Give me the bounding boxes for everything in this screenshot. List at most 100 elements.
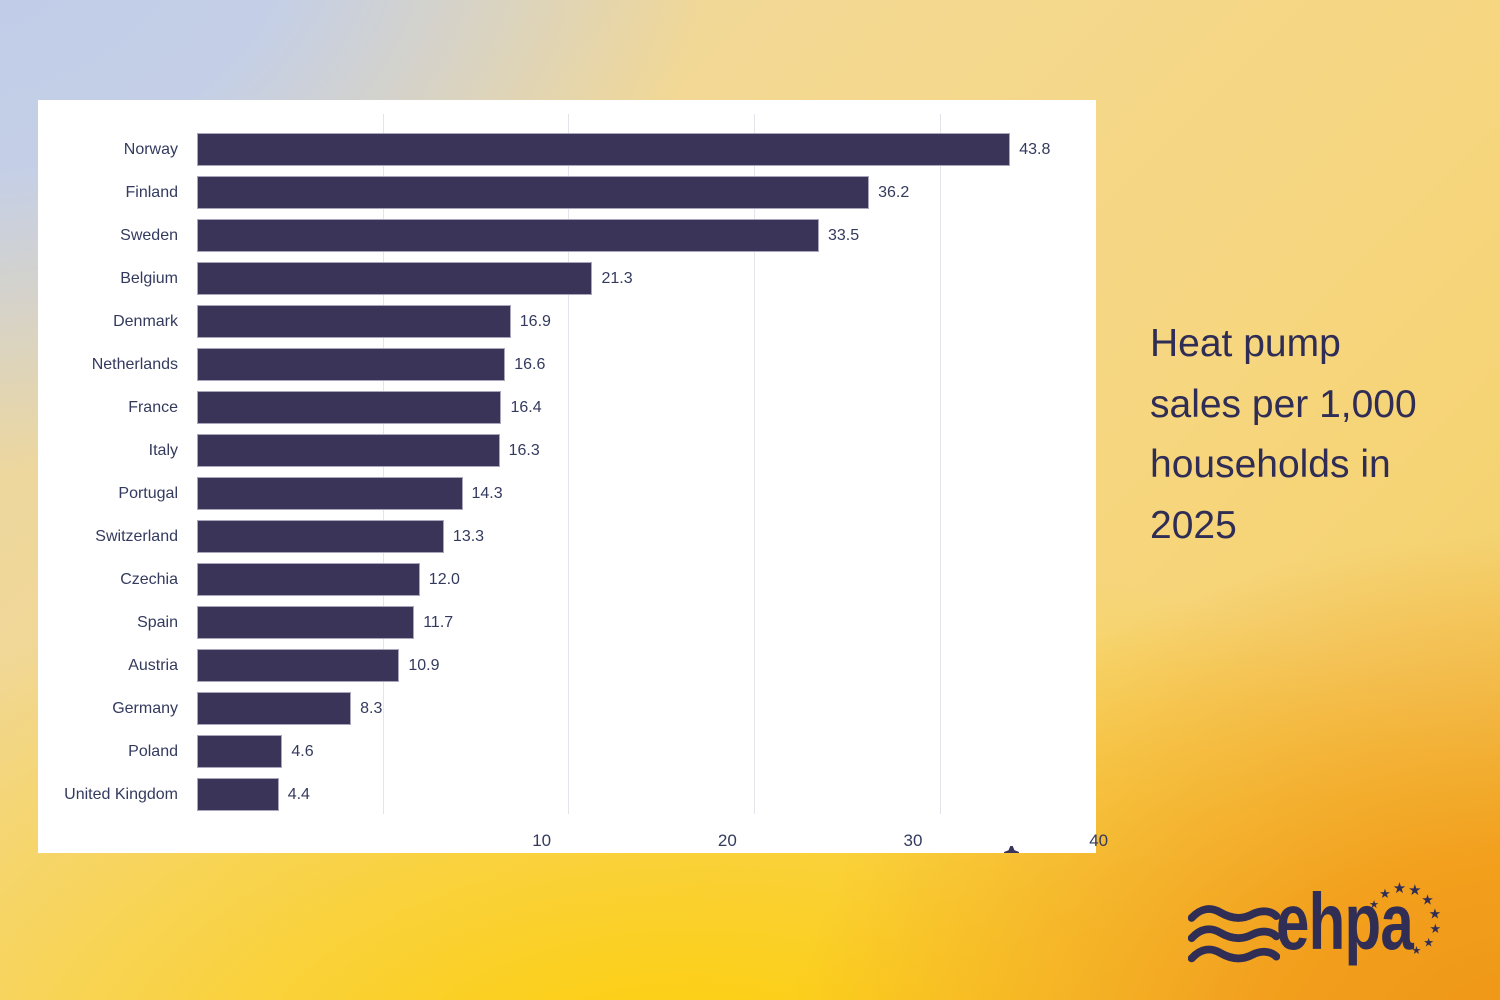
- chart-title-line: 2025: [1150, 503, 1237, 547]
- x-tick-label: 30: [903, 831, 923, 850]
- bar-row: Germany 8.3: [38, 687, 1096, 730]
- chart-panel: 10 20 30 40 Norway 43.8 Finland 36.2 Sweden 33.5…: [38, 100, 1108, 853]
- x-tick-label: 10: [532, 831, 552, 850]
- value-label: 16.3: [508, 441, 540, 459]
- bar-track: 36.2: [197, 171, 1096, 214]
- bar-track: 16.3: [197, 429, 1096, 472]
- bar-track: 4.6: [197, 730, 1096, 773]
- value-label: 14.3: [471, 484, 503, 502]
- country-label: Belgium: [120, 269, 178, 287]
- country-label: United Kingdom: [64, 785, 178, 803]
- x-tick-label: 40: [1089, 831, 1109, 850]
- bar-row: Belgium 21.3: [38, 257, 1096, 300]
- gridline: [939, 114, 941, 814]
- bar[interactable]: [197, 348, 506, 381]
- ehpa-waves-icon: [1188, 905, 1280, 963]
- ehpa-wordmark: ehpa: [1276, 877, 1414, 966]
- gridline: [754, 114, 755, 814]
- country-label: Denmark: [113, 312, 178, 330]
- value-label: 13.3: [452, 527, 485, 545]
- value-label: 4.6: [291, 742, 314, 760]
- eu-star-icon: ★: [1392, 879, 1407, 897]
- bar-track: 11.7: [197, 601, 1096, 644]
- eu-star-icon: ★: [1411, 945, 1422, 958]
- bar[interactable]: [197, 262, 593, 295]
- bar-track: 10.9: [197, 644, 1096, 687]
- bar[interactable]: [197, 305, 511, 338]
- country-label: Netherlands: [91, 355, 178, 373]
- bar[interactable]: [197, 176, 870, 209]
- bar[interactable]: [197, 391, 502, 424]
- country-label: Portugal: [118, 484, 178, 502]
- ehpa-logo: ehpa ★ ★ ★ ★ ★ ★ ★ ★ ★: [1188, 868, 1468, 998]
- bar-track: 14.3: [197, 472, 1096, 515]
- bar[interactable]: [197, 778, 279, 811]
- value-label: 12.0: [428, 570, 460, 588]
- bar-row: United Kingdom 4.4: [38, 773, 1096, 816]
- country-label: Spain: [137, 613, 178, 631]
- value-label: 4.4: [287, 785, 310, 803]
- bar[interactable]: [197, 477, 463, 510]
- bar-track: 43.8: [197, 128, 1096, 171]
- bar-row: Italy 16.3: [38, 429, 1096, 472]
- value-label: 43.8: [1019, 140, 1051, 158]
- bar-track: 12.0: [197, 558, 1096, 601]
- value-label: 16.6: [514, 355, 546, 373]
- bar[interactable]: [197, 606, 415, 639]
- bar-row: Sweden 33.5: [38, 214, 1096, 257]
- country-label: Czechia: [120, 570, 178, 588]
- bar[interactable]: [197, 434, 500, 467]
- bar[interactable]: [197, 649, 400, 682]
- bar-track: 21.3: [197, 257, 1096, 300]
- country-label: Norway: [123, 140, 178, 158]
- eu-star-icon: ★: [1423, 935, 1434, 950]
- chart-title: Heat pump sales per 1,000 households in …: [1150, 314, 1480, 556]
- bar[interactable]: [197, 133, 1011, 166]
- bar-track: 13.3: [197, 515, 1096, 558]
- bar-row: Norway 43.8: [38, 128, 1096, 171]
- eu-star-icon: ★: [1429, 920, 1442, 936]
- bar-row: Poland 4.6: [38, 730, 1096, 773]
- country-label: Finland: [125, 183, 178, 201]
- bar-row: Switzerland 13.3: [38, 515, 1096, 558]
- x-axis: 10 20 30 40: [356, 831, 1255, 857]
- value-label: 11.7: [423, 613, 454, 631]
- bar-track: 16.6: [197, 343, 1096, 386]
- bar[interactable]: [197, 692, 352, 725]
- bar[interactable]: [197, 735, 283, 768]
- eu-star-icon: ★: [1428, 904, 1442, 921]
- country-label: Poland: [128, 742, 178, 760]
- value-label: 16.9: [519, 312, 551, 330]
- country-label: Austria: [128, 656, 178, 674]
- bar-track: 8.3: [197, 687, 1096, 730]
- cropped-modebar-icon: [1004, 846, 1019, 853]
- x-tick-label: 20: [717, 831, 737, 850]
- country-label: Italy: [148, 441, 178, 459]
- bar-chart: Norway 43.8 Finland 36.2 Sweden 33.5 Belgium 21…: [38, 128, 1096, 816]
- gridline: [568, 114, 570, 814]
- bar-row: Netherlands 16.6: [38, 343, 1096, 386]
- value-label: 36.2: [878, 183, 910, 201]
- bar-track: 16.9: [197, 300, 1096, 343]
- bar-row: France 16.4: [38, 386, 1096, 429]
- bar[interactable]: [197, 563, 420, 596]
- country-label: Sweden: [120, 226, 178, 244]
- bar[interactable]: [197, 520, 444, 553]
- country-label: Germany: [112, 699, 178, 717]
- bar-track: 4.4: [197, 773, 1096, 816]
- value-label: 10.9: [408, 656, 440, 674]
- bar-row: Portugal 14.3: [38, 472, 1096, 515]
- value-label: 33.5: [827, 226, 860, 244]
- bar-row: Denmark 16.9: [38, 300, 1096, 343]
- value-label: 21.3: [601, 269, 633, 287]
- eu-star-icon: ★: [1421, 891, 1434, 908]
- eu-star-icon: ★: [1379, 886, 1391, 902]
- eu-star-icon: ★: [1369, 898, 1379, 911]
- country-label: France: [128, 398, 178, 416]
- value-label: 8.3: [360, 699, 383, 717]
- chart-title-line: sales per 1,000: [1150, 382, 1417, 426]
- bar-row: Finland 36.2: [38, 171, 1096, 214]
- bar[interactable]: [197, 219, 819, 252]
- bar-row: Czechia 12.0: [38, 558, 1096, 601]
